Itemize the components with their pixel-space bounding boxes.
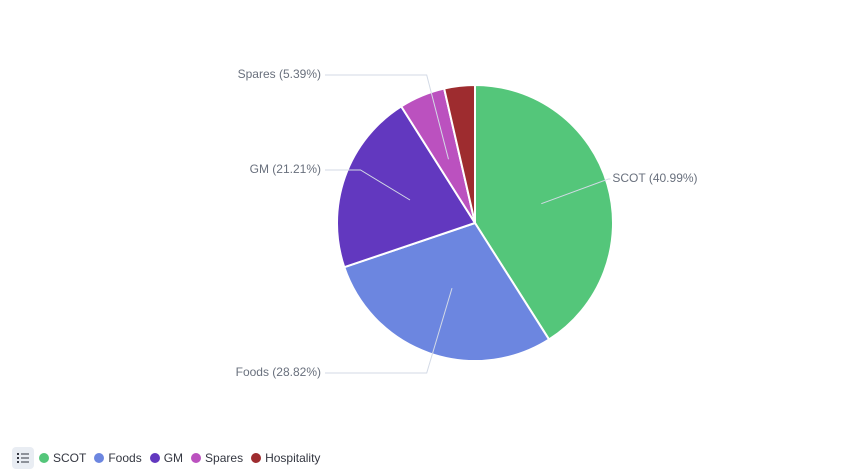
leader-line-scot bbox=[541, 178, 611, 205]
legend-label: GM bbox=[163, 451, 184, 465]
leader-lines bbox=[325, 74, 611, 374]
legend-swatch bbox=[39, 453, 49, 463]
pie-slices bbox=[336, 84, 614, 362]
leader-line-spares bbox=[325, 74, 449, 160]
pie-chart: SCOT (40.99%) Foods (28.82%) GM (21.21%) Sp… bbox=[236, 67, 698, 379]
legend-label: SCOT bbox=[53, 451, 87, 465]
legend-items: SCOT Foods GM Spares Hospitality bbox=[39, 451, 328, 465]
slice-label-gm: GM (21.21%) bbox=[250, 162, 321, 176]
legend-label: Hospitality bbox=[265, 451, 321, 465]
legend-item-gm[interactable]: GM bbox=[149, 451, 184, 465]
legend-item-hospitality[interactable]: Hospitality bbox=[251, 451, 320, 465]
pie-slice-gm[interactable] bbox=[336, 105, 476, 269]
pie-slice-hospitality[interactable] bbox=[443, 84, 476, 224]
pie-slice-foods[interactable] bbox=[343, 222, 551, 362]
pie-chart-svg: SCOT (40.99%) Foods (28.82%) GM (21.21%) Sp… bbox=[236, 67, 698, 379]
legend-label: Foods bbox=[108, 451, 142, 465]
slice-label-scot: SCOT (40.99%) bbox=[612, 171, 697, 185]
slice-labels: SCOT (40.99%) Foods (28.82%) GM (21.21%) Sp… bbox=[236, 67, 698, 379]
leader-line-gm bbox=[325, 169, 411, 201]
list-icon bbox=[17, 453, 29, 463]
legend-swatch bbox=[191, 453, 202, 463]
legend-item-spares[interactable]: Spares bbox=[191, 451, 243, 465]
slice-label-spares: Spares (5.39%) bbox=[238, 67, 321, 81]
legend-swatch bbox=[251, 453, 262, 463]
legend-toggle-button[interactable] bbox=[12, 447, 34, 469]
slice-label-foods: Foods (28.82%) bbox=[236, 365, 321, 379]
legend-swatch bbox=[94, 453, 105, 463]
legend-item-scot[interactable]: SCOT bbox=[39, 451, 86, 465]
legend-item-foods[interactable]: Foods bbox=[94, 451, 142, 465]
leader-line-foods bbox=[325, 287, 453, 374]
legend-label: Spares bbox=[205, 451, 244, 465]
legend: SCOT Foods GM Spares Hospitality bbox=[12, 446, 328, 470]
legend-swatch bbox=[149, 453, 160, 463]
